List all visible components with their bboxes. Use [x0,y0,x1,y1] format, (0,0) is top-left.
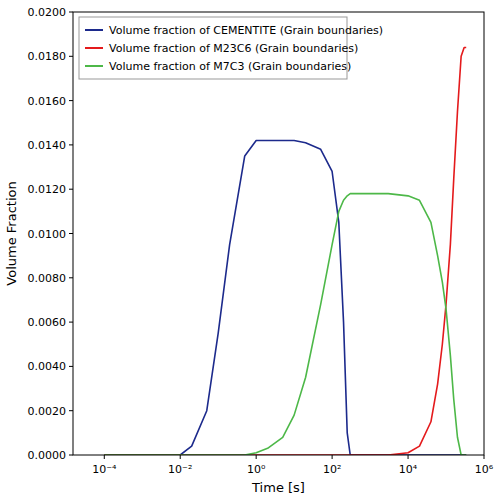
y-tick [69,12,73,13]
y-tick [69,233,73,234]
y-tick-label: 0.0060 [28,316,67,329]
x-tick [180,455,181,459]
y-tick-label: 0.0200 [28,6,67,19]
x-tick [332,455,333,459]
x-tick-label: 10⁻² [168,463,192,476]
series-line [104,140,466,455]
y-tick [69,56,73,57]
legend-label: Volume fraction of M23C6 (Grain boundari… [109,42,358,55]
x-tick-label: 10² [323,463,341,476]
series-line [104,47,466,455]
y-tick [69,100,73,101]
y-tick [69,455,73,456]
y-tick-label: 0.0160 [28,95,67,108]
legend-swatch [85,65,103,67]
legend-label: Volume fraction of M7C3 (Grain boundarie… [109,60,351,73]
plot-area [104,47,466,455]
y-tick-label: 0.0140 [28,139,67,152]
y-tick-label: 0.0000 [28,449,67,462]
y-tick [69,322,73,323]
x-tick-label: 10⁴ [399,463,418,476]
legend: Volume fraction of CEMENTITE (Grain boun… [79,17,383,79]
y-tick-label: 0.0020 [28,405,67,418]
x-tick [484,455,485,459]
chart: 0.0000 0.0020 0.0040 0.0060 0.0080 0.0100 0.01… [0,0,500,500]
y-tick-label: 0.0100 [28,228,67,241]
legend-label: Volume fraction of CEMENTITE (Grain boun… [109,24,383,37]
legend-swatch [85,29,103,31]
x-tick [256,455,257,459]
x-tick-label: 10⁶ [475,463,494,476]
x-tick-label: 10⁰ [247,463,266,476]
x-tick-label: 10⁻⁴ [92,463,117,476]
x-tick [408,455,409,459]
y-tick [69,410,73,411]
y-tick-label: 0.0120 [28,183,67,196]
y-tick [69,189,73,190]
x-axis-title: Time [s] [251,480,305,495]
y-tick-label: 0.0180 [28,50,67,63]
y-tick [69,144,73,145]
y-tick-label: 0.0080 [28,272,67,285]
series-line [104,194,466,455]
y-tick [69,277,73,278]
x-tick [104,455,105,459]
y-tick [69,366,73,367]
legend-swatch [85,47,103,49]
plot-frame [73,12,484,455]
y-axis-title: Volume Fraction [4,181,19,285]
y-tick-label: 0.0040 [28,360,67,373]
